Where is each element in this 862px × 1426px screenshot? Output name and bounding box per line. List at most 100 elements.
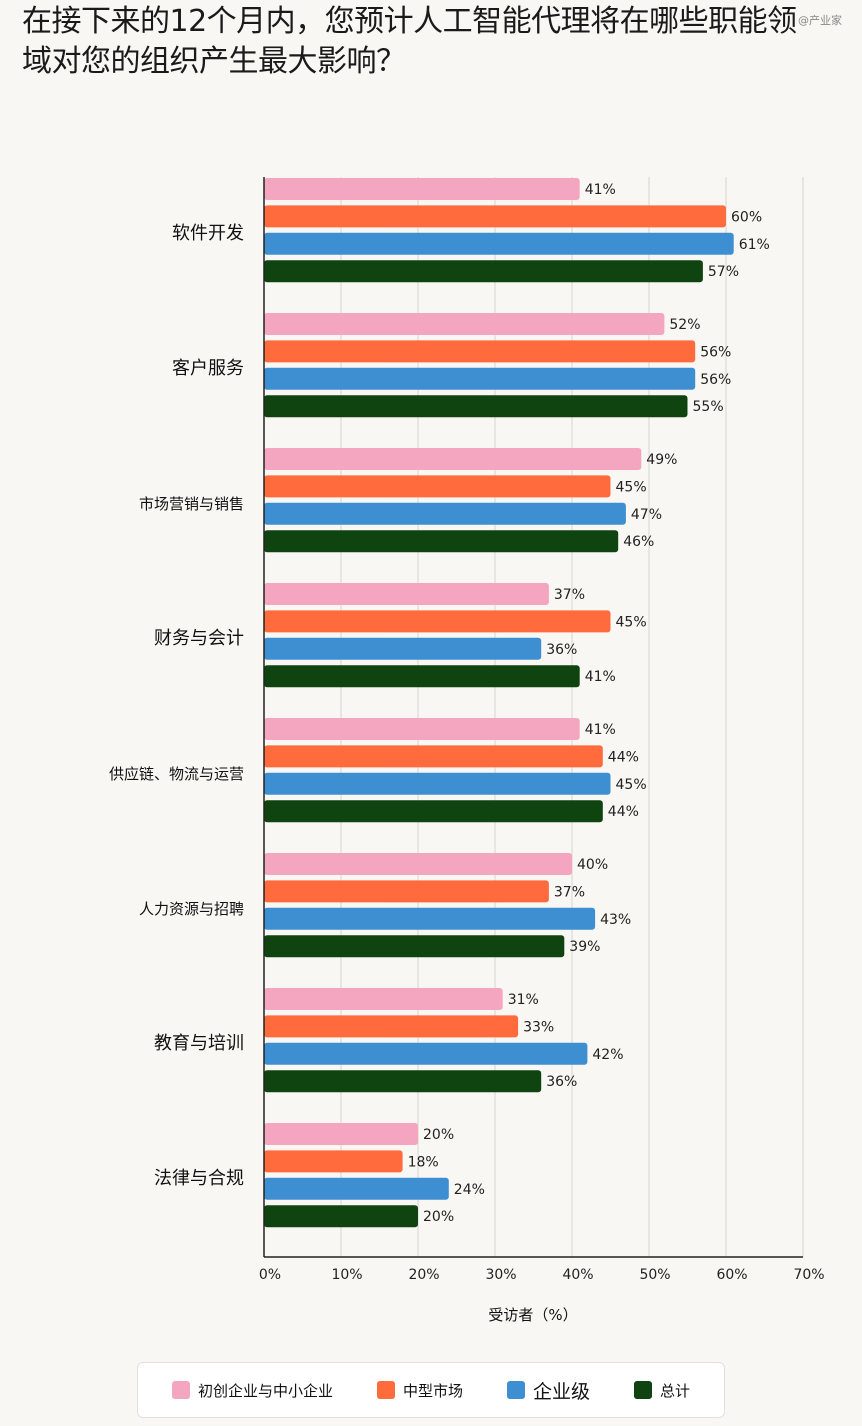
bar-value-label: 41% [585,722,616,738]
bar-value-label: 36% [546,642,577,658]
axes: 0% 10% 20% 30% 40% 50% 60% 70% 软件开发客户服务市场营销与销售财务… [109,177,825,1283]
bar-value-label: 24% [454,1182,485,1198]
category-label: 客户服务 [172,358,244,379]
bar-value-label: 20% [423,1209,454,1225]
bar-value-label: 55% [693,399,724,415]
bar [264,745,603,768]
x-axis-title: 受访者（%） [488,1306,577,1324]
bar [264,260,703,283]
legend-label-startup: 初创企业与中小企业 [197,1381,333,1400]
bar-value-label: 45% [616,614,647,630]
bar [264,853,572,875]
legend-swatch-total [633,1381,652,1399]
bar [264,178,580,200]
bar-value-label: 52% [669,317,700,333]
legend-label-midmarket: 中型市场 [402,1381,463,1400]
x-tick-label: 0% [259,1267,281,1283]
x-tick-label: 20% [408,1267,439,1283]
category-label: 市场营销与销售 [139,495,244,513]
bar [264,340,696,363]
legend-item-midmarket: 中型市场 [376,1380,463,1401]
bar [264,907,596,930]
bar-value-label: 37% [554,884,585,900]
bar-value-label: 45% [616,479,647,495]
x-tick-label: 50% [639,1267,670,1283]
bar [264,205,726,228]
bar-value-label: 33% [523,1019,554,1035]
bar [264,1150,403,1173]
bar [264,313,665,335]
bar-value-label: 49% [646,452,677,468]
x-tick-label: 40% [562,1267,593,1283]
bar-value-label: 31% [508,992,539,1008]
bar [264,1177,449,1200]
chart-title: 在接下来的12个月内，您预计人工智能代理将在哪些职能领域对您的组织产生最大影响？ [22,4,797,79]
bar-value-label: 41% [585,669,616,685]
bar-value-label: 57% [708,264,739,280]
legend-swatch-midmarket [376,1381,395,1399]
legend-item-startup: 初创企业与中小企业 [171,1380,333,1401]
bar-value-label: 39% [569,939,600,955]
bar-value-label: 56% [700,344,731,360]
bar-value-label: 47% [631,507,662,523]
bar-value-label: 43% [600,912,631,928]
bar [264,988,503,1010]
x-tick-label: 70% [793,1267,824,1283]
category-label: 法律与合规 [154,1168,244,1189]
bar-chart: 41%60%61%57%52%56%56%55%49%45%47%46%37%4… [109,177,825,1324]
legend-item-enterprise: 企业级 [506,1377,590,1404]
bar [264,880,549,903]
legend-swatch-enterprise [506,1381,525,1399]
bar [264,718,580,740]
bar [264,530,619,553]
category-label: 人力资源与招聘 [139,900,244,918]
bar [264,475,611,498]
legend: 初创企业与中小企业 中型市场 企业级 总计 [137,1362,725,1418]
bar [264,1070,542,1093]
bar-value-label: 42% [592,1047,623,1063]
legend-swatch-startup [171,1381,190,1399]
bar-value-label: 60% [731,209,762,225]
bar-value-label: 45% [616,777,647,793]
bar [264,637,542,660]
bar [264,772,611,795]
x-tick-label: 60% [716,1267,747,1283]
category-label: 供应链、物流与运营 [109,765,244,783]
bar-value-label: 61% [739,237,770,253]
bar [264,610,611,633]
watermark: @产业家 [798,14,842,27]
legend-item-total: 总计 [633,1380,690,1401]
x-tick-label: 10% [331,1267,362,1283]
bars: 41%60%61%57%52%56%56%55%49%45%47%46%37%4… [264,178,770,1228]
bar [264,1205,418,1228]
bar [264,395,688,418]
bar [264,448,642,470]
bar-value-label: 56% [700,372,731,388]
bar [264,1015,519,1038]
category-label: 教育与培训 [154,1033,244,1054]
bar [264,502,626,525]
bar-value-label: 41% [585,182,616,198]
bar [264,583,549,605]
bar-value-label: 40% [577,857,608,873]
x-tick-label: 30% [485,1267,516,1283]
category-label: 软件开发 [172,223,244,244]
bar [264,1123,418,1145]
bar-value-label: 18% [408,1154,439,1170]
bar-value-label: 20% [423,1127,454,1143]
bar [264,935,565,958]
bar [264,232,734,255]
category-label: 财务与会计 [154,628,244,649]
bar-value-label: 44% [608,749,639,765]
bar-value-label: 37% [554,587,585,603]
bar [264,1042,588,1065]
grid-lines [340,177,804,1257]
bar [264,800,603,823]
bar-value-label: 44% [608,804,639,820]
legend-label-enterprise: 企业级 [532,1380,590,1403]
bar-value-label: 46% [623,534,654,550]
bar-value-label: 36% [546,1074,577,1090]
legend-label-total: 总计 [659,1381,690,1400]
bar [264,665,580,688]
bar [264,367,696,390]
